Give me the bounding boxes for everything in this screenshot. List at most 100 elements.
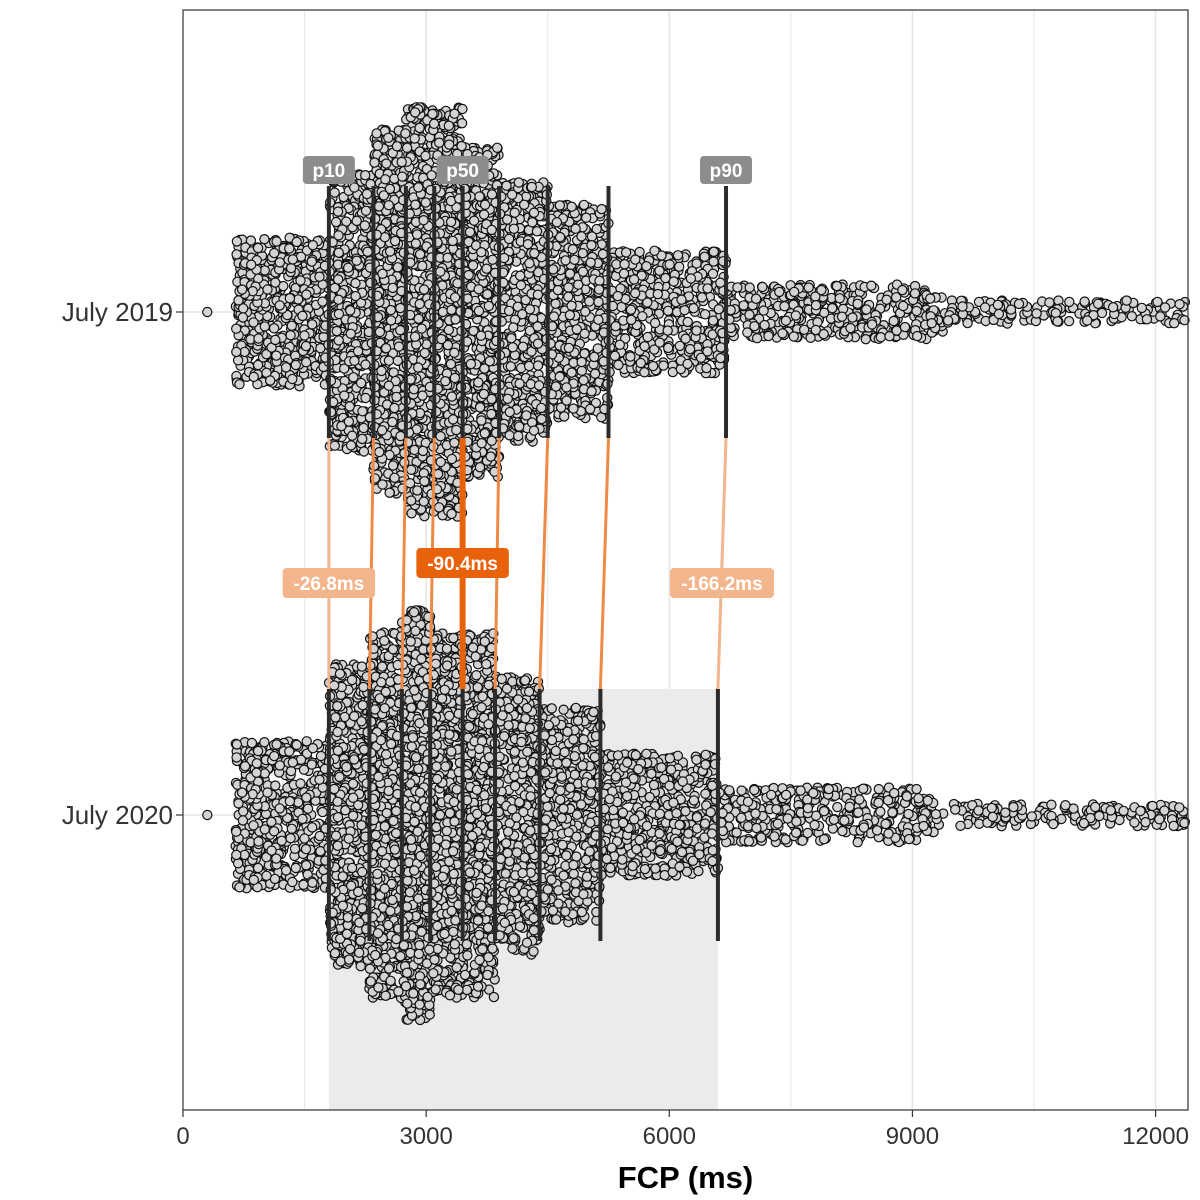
data-point: [417, 260, 428, 272]
data-point: [395, 302, 406, 314]
data-point: [1005, 304, 1017, 315]
data-point: [742, 327, 753, 338]
data-point: [409, 444, 420, 456]
data-point: [691, 325, 702, 336]
data-point: [519, 199, 530, 210]
data-point: [993, 308, 1005, 320]
data-point: [662, 305, 674, 316]
data-point: [374, 326, 386, 338]
points-layer: [202, 102, 1191, 1026]
data-point: [481, 263, 492, 274]
data-point: [780, 315, 792, 326]
data-point: [550, 298, 561, 309]
data-point: [514, 421, 525, 432]
data-point: [597, 248, 609, 260]
data-point: [274, 257, 285, 268]
data-point: [307, 319, 318, 330]
data-point: [482, 289, 493, 300]
data-point: [662, 325, 673, 336]
data-point: [262, 284, 273, 295]
data-point: [528, 207, 540, 218]
data-point: [548, 311, 560, 322]
data-point: [385, 315, 397, 326]
data-point: [1063, 316, 1075, 327]
data-point: [1136, 302, 1148, 314]
data-point: [417, 390, 428, 401]
data-point: [412, 485, 423, 496]
data-point: [474, 462, 486, 473]
data-point: [702, 283, 713, 294]
data-point: [447, 414, 459, 425]
data-point: [564, 309, 576, 321]
data-point: [1064, 296, 1075, 308]
data-point: [788, 331, 800, 342]
data-point: [552, 284, 564, 296]
data-point: [559, 411, 570, 422]
data-point: [456, 140, 467, 152]
data-point: [248, 317, 259, 328]
data-point: [1126, 311, 1138, 322]
data-point: [393, 341, 405, 352]
data-point: [237, 303, 249, 314]
data-point: [708, 256, 719, 267]
data-point: [350, 290, 361, 302]
data-point: [449, 108, 460, 119]
data-point: [637, 311, 648, 322]
data-point: [406, 464, 417, 475]
data-point: [351, 255, 362, 266]
data-point: [417, 445, 429, 457]
data-point: [506, 333, 517, 344]
data-point: [433, 502, 445, 513]
data-point: [816, 284, 827, 296]
data-point: [387, 460, 399, 471]
data-point: [280, 362, 292, 373]
data-point: [231, 236, 243, 247]
data-point: [707, 315, 719, 326]
data-point: [503, 233, 515, 245]
data-point: [253, 333, 264, 344]
data-point: [269, 247, 280, 259]
data-point: [387, 416, 398, 428]
data-point: [508, 223, 520, 234]
data-point: [373, 201, 385, 212]
data-point: [563, 291, 574, 302]
data-point: [371, 128, 382, 139]
data-point: [845, 322, 856, 334]
data-point: [317, 296, 328, 307]
data-point: [696, 292, 708, 303]
data-point: [345, 440, 357, 451]
data-point: [992, 299, 1004, 311]
data-point: [577, 247, 589, 259]
data-point: [426, 170, 437, 181]
data-point: [652, 288, 664, 300]
data-point: [476, 415, 487, 426]
data-point: [777, 328, 788, 339]
data-point: [259, 321, 270, 332]
data-point: [566, 201, 577, 212]
data-point: [330, 216, 342, 228]
data-point: [701, 362, 712, 374]
data-point: [420, 197, 431, 208]
data-point: [584, 296, 595, 307]
data-point: [592, 343, 604, 354]
data-point: [232, 355, 244, 366]
data-point: [898, 300, 909, 312]
data-point: [585, 257, 596, 268]
data-point: [300, 340, 312, 352]
data-point: [523, 360, 535, 372]
data-point: [569, 254, 580, 265]
data-point: [685, 273, 697, 284]
data-point: [527, 217, 538, 228]
data-point: [252, 359, 264, 371]
data-point: [333, 247, 344, 258]
data-point: [456, 117, 468, 129]
data-point: [861, 304, 872, 315]
data-point: [834, 293, 845, 304]
data-point: [576, 365, 588, 376]
data-point: [492, 142, 503, 153]
data-point: [420, 150, 431, 162]
data-point: [699, 309, 711, 320]
data-point: [649, 245, 660, 256]
data-point: [287, 373, 298, 385]
data-point: [389, 402, 400, 414]
